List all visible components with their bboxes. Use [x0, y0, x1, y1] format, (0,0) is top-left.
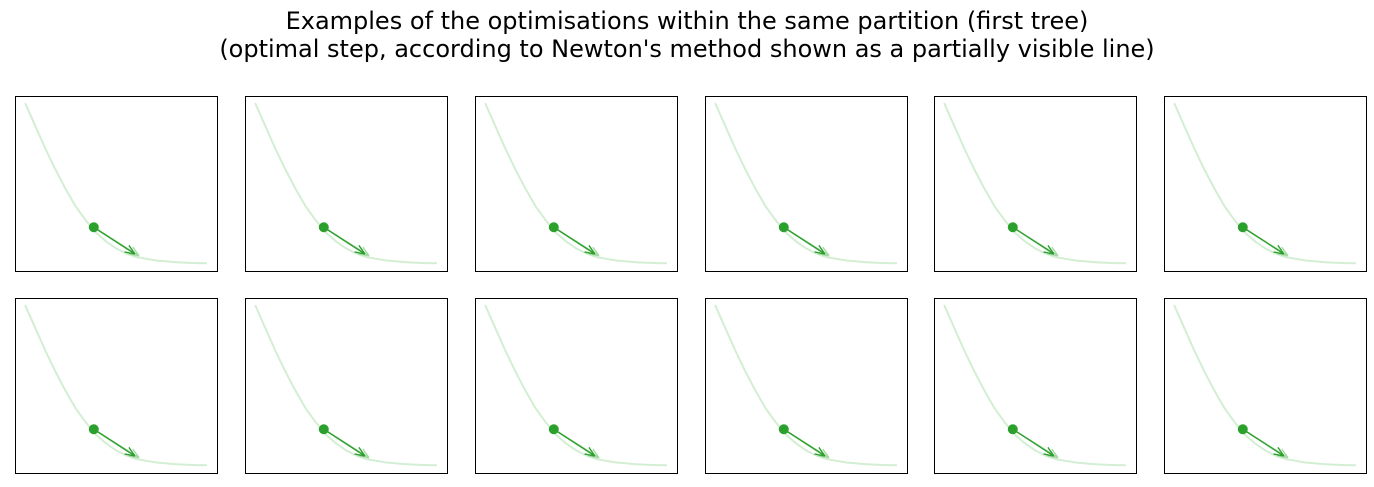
current-point — [778, 424, 789, 435]
panel-frame — [705, 298, 908, 474]
loss-curve — [714, 304, 897, 467]
panel-4 — [705, 96, 908, 272]
step-arrow — [1012, 226, 1053, 253]
loss-curve — [24, 304, 207, 467]
current-point — [1007, 222, 1018, 233]
loss-curve — [714, 102, 897, 265]
step-arrow — [1012, 428, 1053, 455]
loss-curve — [943, 102, 1126, 265]
panel-frame — [15, 298, 218, 474]
panel-3 — [475, 96, 678, 272]
panel-2 — [245, 96, 448, 272]
panel-frame — [1164, 96, 1367, 272]
loss-curve — [254, 304, 437, 467]
current-point — [318, 424, 329, 435]
step-arrow — [553, 428, 594, 455]
loss-curve — [484, 102, 667, 265]
panel-frame — [934, 96, 1137, 272]
current-point — [548, 222, 559, 233]
step-arrow — [1242, 428, 1283, 455]
panel-10 — [705, 298, 908, 474]
panel-frame — [705, 96, 908, 272]
panel-frame — [934, 298, 1137, 474]
step-arrow — [323, 226, 364, 253]
panel-1 — [15, 96, 218, 272]
current-point — [88, 222, 99, 233]
panel-frame — [1164, 298, 1367, 474]
panel-frame — [15, 96, 218, 272]
panel-7 — [15, 298, 218, 474]
current-point — [1007, 424, 1018, 435]
figure-title-line-1: Examples of the optimisations within the… — [286, 7, 1089, 35]
loss-curve — [943, 304, 1126, 467]
panel-12 — [1164, 298, 1367, 474]
loss-curve — [254, 102, 437, 265]
loss-curve — [1173, 102, 1356, 265]
step-arrow — [323, 428, 364, 455]
step-arrow — [93, 226, 134, 253]
current-point — [778, 222, 789, 233]
loss-curve — [484, 304, 667, 467]
panel-11 — [934, 298, 1137, 474]
panel-6 — [1164, 96, 1367, 272]
current-point — [548, 424, 559, 435]
panel-frame — [245, 298, 448, 474]
panels-grid — [15, 96, 1367, 474]
step-arrow — [1242, 226, 1283, 253]
loss-curve — [1173, 304, 1356, 467]
step-arrow — [783, 226, 824, 253]
panel-frame — [475, 96, 678, 272]
figure-title-line-2: (optimal step, according to Newton's met… — [219, 35, 1154, 63]
step-arrow — [93, 428, 134, 455]
panel-9 — [475, 298, 678, 474]
current-point — [318, 222, 329, 233]
step-arrow — [553, 226, 594, 253]
panel-frame — [475, 298, 678, 474]
current-point — [1237, 424, 1248, 435]
loss-curve — [24, 102, 207, 265]
panel-5 — [934, 96, 1137, 272]
step-arrow — [783, 428, 824, 455]
panel-frame — [245, 96, 448, 272]
current-point — [1237, 222, 1248, 233]
panel-8 — [245, 298, 448, 474]
current-point — [88, 424, 99, 435]
